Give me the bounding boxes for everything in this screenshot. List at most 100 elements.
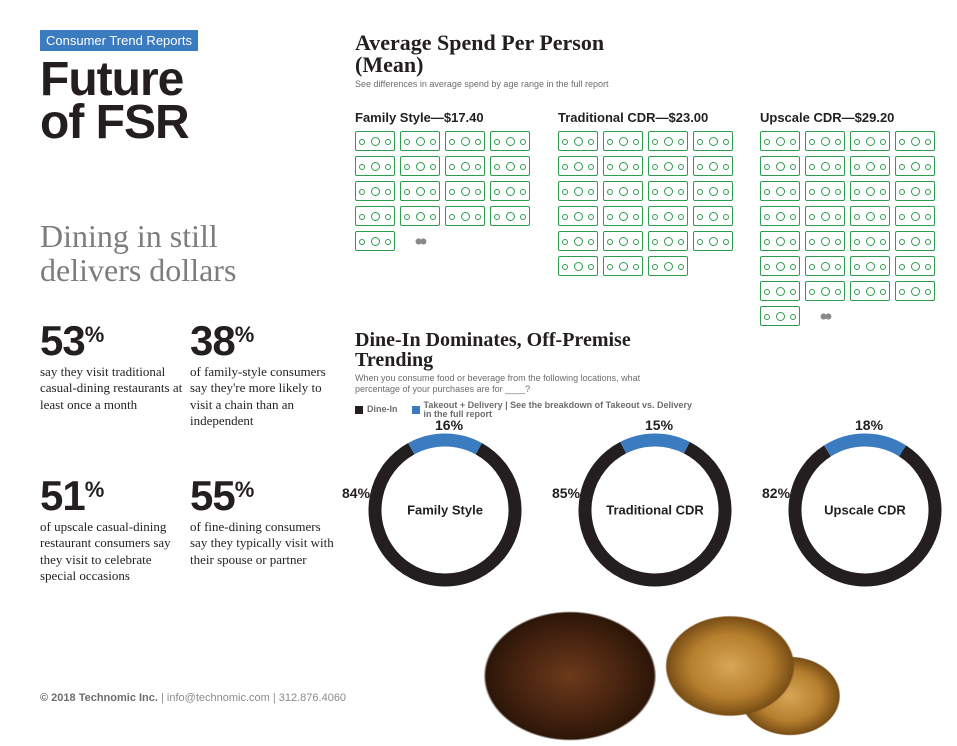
donut-sub: When you consume food or beverage from t…: [355, 373, 665, 395]
stat-1: 53% say they visit traditional casual-di…: [40, 320, 190, 413]
dollar-bill-icon: [693, 131, 733, 151]
dollar-bill-icon: [693, 181, 733, 201]
dollar-bill-icon: [648, 181, 688, 201]
footer-contact: | info@technomic.com | 312.876.4060: [158, 692, 346, 704]
donut-title: Dine-In Dominates, Off-Premise Trending …: [355, 330, 695, 419]
main-title: Future of FSR: [40, 58, 189, 144]
spend-title-text: Average Spend Per Person (Mean): [355, 32, 615, 76]
food-image: [430, 566, 850, 746]
dollar-bill-icon: [648, 206, 688, 226]
dollar-bill-icon: [850, 131, 890, 151]
dollar-bill-icon: [760, 131, 800, 151]
stat-2: 38% of family-style consumers say they'r…: [190, 320, 340, 429]
donut-center-label: Family Style: [360, 503, 530, 518]
spend-col-2: Traditional CDR—$23.00: [558, 110, 746, 276]
dollar-bill-icon: [558, 231, 598, 251]
dollar-bill-icon: [850, 256, 890, 276]
dollar-bill-icon: [850, 206, 890, 226]
spend-col-1: Family Style—$17.40 ⬤⬤: [355, 110, 543, 251]
dollar-bill-icon: [558, 131, 598, 151]
donut-take-pct: 18%: [855, 417, 883, 433]
dollar-bill-icon: [760, 306, 800, 326]
dollar-bill-icon: [648, 156, 688, 176]
dollar-bill-icon: [445, 156, 485, 176]
dollar-bill-icon: [400, 156, 440, 176]
bills-container: [558, 131, 746, 276]
dollar-bill-icon: [895, 181, 935, 201]
donut-title-text: Dine-In Dominates, Off-Premise Trending: [355, 329, 631, 371]
stat-desc: of fine-dining consumers say they typica…: [190, 519, 340, 568]
stat-pct: %: [235, 322, 254, 347]
dollar-bill-icon: [850, 281, 890, 301]
dollar-bill-icon: [355, 231, 395, 251]
stat-4: 55% of fine-dining consumers say they ty…: [190, 475, 340, 568]
stat-num: 53: [40, 320, 85, 362]
dollar-bill-icon: [850, 156, 890, 176]
dollar-bill-icon: [490, 131, 530, 151]
dollar-bill-icon: [558, 156, 598, 176]
stat-desc: of family-style consumers say they're mo…: [190, 364, 340, 429]
dollar-bill-icon: [558, 206, 598, 226]
dollar-bill-icon: [648, 231, 688, 251]
legend-take-label: Takeout + Delivery | See the breakdown o…: [424, 401, 696, 419]
spend-col-label: Traditional CDR—$23.00: [558, 110, 746, 125]
dollar-bill-icon: [693, 231, 733, 251]
dollar-bill-icon: [558, 181, 598, 201]
dollar-bill-icon: [760, 181, 800, 201]
footer-company: © 2018 Technomic Inc.: [40, 692, 158, 704]
bills-container: ⬤⬤: [355, 131, 543, 251]
dollar-bill-icon: [400, 131, 440, 151]
donut-dine-pct: 82%: [762, 485, 790, 501]
stat-pct: %: [235, 477, 254, 502]
dollar-bill-icon: [895, 256, 935, 276]
stat-num: 38: [190, 320, 235, 362]
dollar-bill-icon: [850, 181, 890, 201]
dollar-bill-icon: [400, 206, 440, 226]
donut-take-pct: 16%: [435, 417, 463, 433]
dollar-bill-icon: [490, 181, 530, 201]
dollar-bill-icon: [850, 231, 890, 251]
stat-pct: %: [85, 477, 104, 502]
dollar-bill-icon: [895, 156, 935, 176]
dollar-bill-icon: [760, 156, 800, 176]
donut-dine-pct: 85%: [552, 485, 580, 501]
dollar-bill-icon: [355, 206, 395, 226]
spend-col-label: Upscale CDR—$29.20: [760, 110, 948, 125]
dollar-bill-icon: [805, 156, 845, 176]
dollar-bill-icon: [603, 156, 643, 176]
dollar-bill-icon: [603, 206, 643, 226]
legend-dine-label: Dine-In: [367, 405, 398, 414]
legend-swatch-dine: [355, 406, 363, 414]
dollar-bill-icon: [490, 206, 530, 226]
title-line1: Future: [40, 58, 189, 101]
dollar-bill-icon: [603, 256, 643, 276]
report-badge: Consumer Trend Reports: [40, 30, 198, 51]
subhead: Dining in still delivers dollars: [40, 220, 320, 287]
dollar-bill-icon: [760, 206, 800, 226]
dollar-bill-icon: [400, 181, 440, 201]
legend-swatch-take: [412, 406, 420, 414]
dollar-bill-icon: [895, 281, 935, 301]
dollar-bill-icon: [648, 256, 688, 276]
donut-dine-pct: 84%: [342, 485, 370, 501]
stat-num: 55: [190, 475, 235, 517]
donut-legend: Dine-In Takeout + Delivery | See the bre…: [355, 401, 695, 419]
stat-desc: of upscale casual-dining restaurant cons…: [40, 519, 190, 584]
dollar-bill-icon: [805, 281, 845, 301]
dollar-bill-icon: [445, 181, 485, 201]
dollar-bill-icon: [693, 206, 733, 226]
dollar-bill-icon: [355, 181, 395, 201]
dollar-bill-icon: [805, 131, 845, 151]
dollar-bill-icon: [693, 156, 733, 176]
spend-col-3: Upscale CDR—$29.20 ⬤⬤: [760, 110, 948, 326]
spend-col-label: Family Style—$17.40: [355, 110, 543, 125]
footer: © 2018 Technomic Inc. | info@technomic.c…: [40, 692, 346, 704]
dollar-bill-icon: [558, 256, 598, 276]
dollar-bill-icon: [355, 131, 395, 151]
donut-center-label: Upscale CDR: [780, 503, 950, 518]
stat-desc: say they visit traditional casual-dining…: [40, 364, 190, 413]
dollar-bill-icon: [805, 256, 845, 276]
dollar-bill-icon: [895, 206, 935, 226]
spend-sub: See differences in average spend by age …: [355, 79, 615, 90]
dollar-bill-icon: [490, 156, 530, 176]
